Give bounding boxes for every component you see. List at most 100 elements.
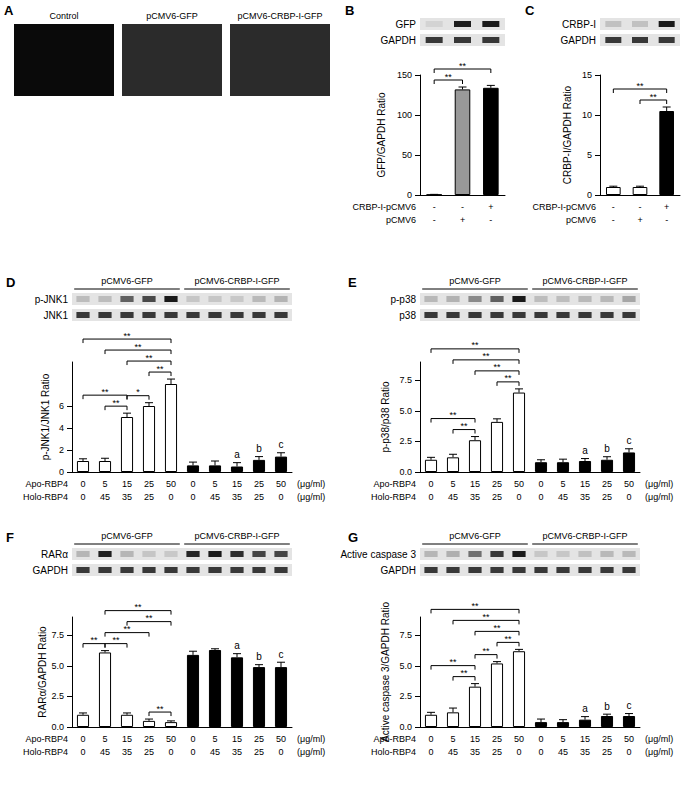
- svg-text:**: **: [145, 353, 153, 363]
- svg-text:RARα: RARα: [41, 549, 68, 560]
- svg-text:50: 50: [276, 734, 286, 744]
- svg-text:45: 45: [448, 492, 458, 502]
- svg-text:35: 35: [122, 492, 132, 502]
- svg-text:45: 45: [100, 492, 110, 502]
- svg-text:0: 0: [168, 492, 173, 502]
- svg-text:pCMV6-CRBP-I-GFP: pCMV6-CRBP-I-GFP: [542, 276, 627, 286]
- svg-text:25: 25: [254, 747, 264, 757]
- svg-text:45: 45: [210, 747, 220, 757]
- svg-text:**: **: [145, 613, 153, 623]
- svg-text:b: b: [604, 443, 610, 454]
- svg-text:25: 25: [602, 747, 612, 757]
- svg-text:25: 25: [144, 747, 154, 757]
- svg-text:**: **: [459, 61, 467, 71]
- svg-text:15: 15: [582, 70, 592, 80]
- svg-text:5: 5: [450, 734, 455, 744]
- svg-text:RARα/GAPDH Ratio: RARα/GAPDH Ratio: [37, 626, 48, 718]
- svg-text:0: 0: [516, 492, 521, 502]
- svg-text:-: -: [665, 215, 668, 225]
- svg-text:(μg/ml): (μg/ml): [645, 734, 673, 744]
- svg-text:-: -: [461, 202, 464, 212]
- svg-text:0: 0: [538, 734, 543, 744]
- svg-text:2.5: 2.5: [51, 691, 64, 701]
- svg-text:35: 35: [580, 747, 590, 757]
- svg-text:50: 50: [624, 479, 634, 489]
- svg-text:**: **: [90, 635, 98, 645]
- svg-text:5: 5: [587, 150, 592, 160]
- svg-text:**: **: [123, 331, 131, 341]
- svg-text:4: 4: [59, 423, 64, 433]
- svg-text:**: **: [101, 387, 109, 397]
- svg-text:p-JNK1: p-JNK1: [35, 294, 69, 305]
- svg-text:0: 0: [626, 747, 631, 757]
- svg-text:45: 45: [448, 747, 458, 757]
- svg-text:7.5: 7.5: [399, 375, 412, 385]
- svg-text:7.5: 7.5: [51, 630, 64, 640]
- svg-text:0: 0: [538, 492, 543, 502]
- svg-text:a: a: [582, 445, 588, 456]
- svg-text:Holo-RBP4: Holo-RBP4: [23, 492, 68, 502]
- svg-text:25: 25: [492, 734, 502, 744]
- svg-text:**: **: [482, 612, 490, 622]
- svg-text:15: 15: [232, 734, 242, 744]
- svg-text:0.0: 0.0: [399, 467, 412, 477]
- svg-text:+: +: [460, 215, 465, 225]
- svg-text:p-p38/p38 Ratio: p-p38/p38 Ratio: [380, 381, 391, 453]
- svg-text:2: 2: [59, 445, 64, 455]
- svg-text:p-JNK1/JNK1 Ratio: p-JNK1/JNK1 Ratio: [40, 373, 51, 460]
- svg-text:Holo-RBP4: Holo-RBP4: [371, 492, 416, 502]
- svg-text:**: **: [134, 602, 142, 612]
- svg-text:B: B: [345, 3, 354, 18]
- svg-text:(μg/ml): (μg/ml): [645, 747, 673, 757]
- svg-text:Apo-RBP4: Apo-RBP4: [373, 734, 416, 744]
- svg-text:15: 15: [122, 479, 132, 489]
- svg-text:c: c: [279, 439, 284, 450]
- svg-text:GFP: GFP: [395, 19, 416, 30]
- svg-text:a: a: [234, 640, 240, 651]
- svg-text:0: 0: [407, 190, 412, 200]
- svg-text:-: -: [612, 202, 615, 212]
- svg-text:5: 5: [212, 479, 217, 489]
- svg-text:0.0: 0.0: [399, 722, 412, 732]
- svg-text:50: 50: [166, 479, 176, 489]
- svg-text:15: 15: [122, 734, 132, 744]
- svg-text:10: 10: [582, 110, 592, 120]
- svg-text:+: +: [637, 215, 642, 225]
- svg-text:GAPDH: GAPDH: [32, 565, 68, 576]
- svg-text:0: 0: [538, 479, 543, 489]
- svg-text:0: 0: [80, 734, 85, 744]
- svg-text:35: 35: [580, 492, 590, 502]
- svg-text:CRBP-I/GAPDH Ratio: CRBP-I/GAPDH Ratio: [562, 85, 573, 184]
- svg-text:0: 0: [626, 492, 631, 502]
- svg-text:0: 0: [190, 492, 195, 502]
- svg-text:A: A: [4, 3, 14, 18]
- svg-text:25: 25: [254, 492, 264, 502]
- svg-text:25: 25: [144, 734, 154, 744]
- svg-text:-: -: [639, 202, 642, 212]
- svg-text:0: 0: [190, 479, 195, 489]
- svg-text:+: +: [664, 202, 669, 212]
- svg-text:35: 35: [232, 747, 242, 757]
- svg-text:-: -: [489, 215, 492, 225]
- svg-text:-: -: [433, 215, 436, 225]
- svg-text:7.5: 7.5: [399, 630, 412, 640]
- svg-text:0: 0: [278, 492, 283, 502]
- svg-text:Holo-RBP4: Holo-RBP4: [371, 747, 416, 757]
- svg-text:Holo-RBP4: Holo-RBP4: [23, 747, 68, 757]
- svg-text:5.0: 5.0: [51, 661, 64, 671]
- svg-text:25: 25: [492, 747, 502, 757]
- svg-text:pCMV6-CRBP-I-GFP: pCMV6-CRBP-I-GFP: [194, 531, 279, 541]
- svg-text:pCMV6-CRBP-I-GFP: pCMV6-CRBP-I-GFP: [542, 531, 627, 541]
- svg-text:**: **: [156, 364, 164, 374]
- svg-text:Apo-RBP4: Apo-RBP4: [373, 479, 416, 489]
- svg-text:45: 45: [100, 747, 110, 757]
- svg-text:**: **: [471, 601, 479, 611]
- svg-text:0: 0: [428, 479, 433, 489]
- svg-text:**: **: [493, 362, 501, 372]
- svg-text:0: 0: [80, 479, 85, 489]
- svg-text:p38: p38: [399, 310, 416, 321]
- svg-text:C: C: [525, 3, 535, 18]
- svg-text:5.0: 5.0: [399, 661, 412, 671]
- svg-text:15: 15: [232, 479, 242, 489]
- svg-text:15: 15: [580, 479, 590, 489]
